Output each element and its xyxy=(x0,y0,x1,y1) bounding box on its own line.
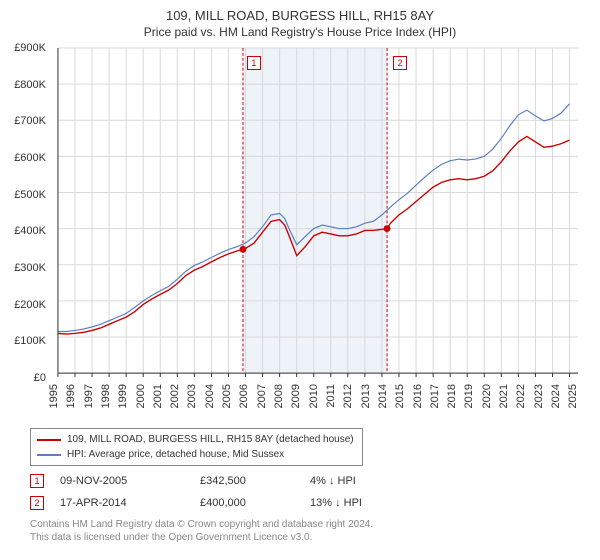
sale-price: £400,000 xyxy=(200,497,310,509)
legend-swatch xyxy=(37,454,61,456)
x-tick-label: 2012 xyxy=(342,384,354,408)
x-tick-label: 2022 xyxy=(515,384,527,408)
x-tick-label: 2017 xyxy=(429,384,441,408)
legend-row: 109, MILL ROAD, BURGESS HILL, RH15 8AY (… xyxy=(37,432,354,447)
y-tick-label: £900K xyxy=(14,42,46,54)
y-tick-label: £700K xyxy=(14,115,46,127)
footnote-line-2: This data is licensed under the Open Gov… xyxy=(30,531,373,544)
x-tick-label: 2018 xyxy=(446,384,458,408)
x-tick-label: 1999 xyxy=(117,384,129,408)
x-tick-label: 2016 xyxy=(412,384,424,408)
x-tick-label: 2001 xyxy=(152,384,164,408)
x-tick-label: 2004 xyxy=(204,384,216,408)
sale-diff: 4% ↓ HPI xyxy=(310,475,470,487)
x-tick-label: 1997 xyxy=(83,384,95,408)
legend-row: HPI: Average price, detached house, Mid … xyxy=(37,447,354,462)
sale-row: 1 09-NOV-2005£342,5004% ↓ HPI xyxy=(30,470,470,492)
chart-svg xyxy=(54,48,582,378)
x-tick-label: 2014 xyxy=(377,384,389,408)
chart-title: 109, MILL ROAD, BURGESS HILL, RH15 8AY xyxy=(0,0,600,23)
y-tick-label: £800K xyxy=(14,79,46,91)
y-axis-ticks: £0£100K£200K£300K£400K£500K£600K£700K£80… xyxy=(0,48,50,378)
chart-subtitle: Price paid vs. HM Land Registry's House … xyxy=(0,23,600,43)
x-tick-label: 2011 xyxy=(325,384,337,408)
x-tick-label: 1996 xyxy=(65,384,77,408)
x-tick-label: 2020 xyxy=(481,384,493,408)
chart-marker-2: 2 xyxy=(393,56,407,70)
x-tick-label: 2015 xyxy=(394,384,406,408)
chart-plot-area: 12 xyxy=(54,48,582,378)
chart-marker-1: 1 xyxy=(247,56,261,70)
y-tick-label: £200K xyxy=(14,299,46,311)
sale-rows: 1 09-NOV-2005£342,5004% ↓ HPI 2 17-APR-2014… xyxy=(30,470,470,514)
sale-marker-2: 2 xyxy=(30,496,44,510)
x-tick-label: 2008 xyxy=(273,384,285,408)
x-tick-label: 2006 xyxy=(238,384,250,408)
x-tick-label: 2013 xyxy=(360,384,372,408)
x-axis-ticks: 1995199619971998199920002001200220032004… xyxy=(54,378,582,428)
sale-row: 2 17-APR-2014£400,00013% ↓ HPI xyxy=(30,492,470,514)
x-tick-label: 2007 xyxy=(256,384,268,408)
legend-box: 109, MILL ROAD, BURGESS HILL, RH15 8AY (… xyxy=(30,428,363,466)
x-tick-label: 1995 xyxy=(48,384,60,408)
y-tick-label: £300K xyxy=(14,262,46,274)
legend-label: 109, MILL ROAD, BURGESS HILL, RH15 8AY (… xyxy=(67,434,354,445)
x-tick-label: 2025 xyxy=(567,384,579,408)
x-tick-label: 2019 xyxy=(463,384,475,408)
sale-date: 17-APR-2014 xyxy=(60,497,200,509)
footnote-line-1: Contains HM Land Registry data © Crown c… xyxy=(30,518,373,531)
x-tick-label: 2024 xyxy=(550,384,562,408)
y-tick-label: £600K xyxy=(14,152,46,164)
x-tick-label: 2009 xyxy=(290,384,302,408)
sale-diff: 13% ↓ HPI xyxy=(310,497,470,509)
footnote: Contains HM Land Registry data © Crown c… xyxy=(30,518,373,544)
legend-swatch xyxy=(37,439,61,441)
x-tick-label: 2023 xyxy=(533,384,545,408)
x-tick-label: 2005 xyxy=(221,384,233,408)
x-tick-label: 2000 xyxy=(135,384,147,408)
sale-date: 09-NOV-2005 xyxy=(60,475,200,487)
y-tick-label: £0 xyxy=(34,372,46,384)
y-tick-label: £100K xyxy=(14,335,46,347)
y-tick-label: £500K xyxy=(14,189,46,201)
sale-marker-1: 1 xyxy=(30,474,44,488)
legend-label: HPI: Average price, detached house, Mid … xyxy=(67,449,284,460)
x-tick-label: 2010 xyxy=(308,384,320,408)
y-tick-label: £400K xyxy=(14,225,46,237)
x-tick-label: 2021 xyxy=(498,384,510,408)
x-tick-label: 2002 xyxy=(169,384,181,408)
x-tick-label: 2003 xyxy=(186,384,198,408)
sale-price: £342,500 xyxy=(200,475,310,487)
x-tick-label: 1998 xyxy=(100,384,112,408)
